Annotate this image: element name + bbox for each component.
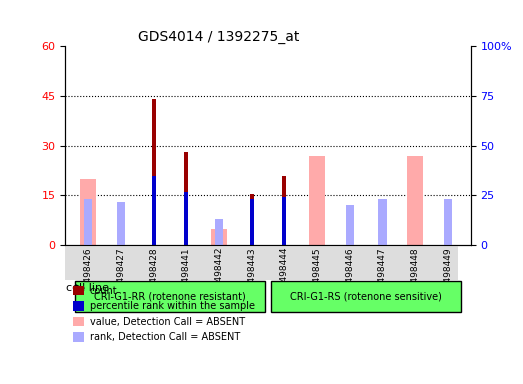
Bar bbox=[249, 194, 254, 245]
Bar bbox=[407, 156, 423, 245]
Bar bbox=[73, 317, 84, 326]
Bar bbox=[309, 156, 325, 245]
Text: GSM498428: GSM498428 bbox=[149, 247, 158, 301]
Bar bbox=[215, 219, 223, 245]
Text: GDS4014 / 1392275_at: GDS4014 / 1392275_at bbox=[138, 30, 300, 44]
Bar bbox=[152, 175, 156, 245]
Bar bbox=[184, 152, 188, 245]
Text: GSM498449: GSM498449 bbox=[444, 247, 452, 301]
Bar bbox=[378, 199, 386, 245]
Text: GSM498426: GSM498426 bbox=[84, 247, 93, 301]
Text: GSM498447: GSM498447 bbox=[378, 247, 387, 301]
Bar bbox=[346, 205, 354, 245]
Text: GSM498445: GSM498445 bbox=[313, 247, 322, 301]
Text: GSM498427: GSM498427 bbox=[117, 247, 126, 301]
Bar bbox=[73, 333, 84, 342]
Text: percentile rank within the sample: percentile rank within the sample bbox=[90, 301, 255, 311]
Bar bbox=[80, 179, 96, 245]
Text: value, Detection Call = ABSENT: value, Detection Call = ABSENT bbox=[90, 317, 245, 327]
Bar bbox=[184, 192, 188, 245]
Text: rank, Detection Call = ABSENT: rank, Detection Call = ABSENT bbox=[90, 333, 240, 343]
Text: GSM498441: GSM498441 bbox=[182, 247, 191, 301]
Bar bbox=[73, 301, 84, 311]
Bar bbox=[282, 197, 287, 245]
Bar bbox=[249, 199, 254, 245]
Bar bbox=[282, 175, 287, 245]
Text: GSM498443: GSM498443 bbox=[247, 247, 256, 301]
Bar bbox=[211, 229, 227, 245]
Bar bbox=[444, 199, 452, 245]
Text: count: count bbox=[90, 286, 117, 296]
Bar bbox=[117, 202, 125, 245]
Bar bbox=[73, 286, 84, 295]
Text: GSM498444: GSM498444 bbox=[280, 247, 289, 301]
Text: GSM498442: GSM498442 bbox=[214, 247, 223, 301]
Bar bbox=[152, 99, 156, 245]
Text: GSM498448: GSM498448 bbox=[411, 247, 419, 301]
Bar bbox=[84, 199, 93, 245]
FancyBboxPatch shape bbox=[65, 245, 458, 280]
Text: GSM498446: GSM498446 bbox=[345, 247, 354, 301]
